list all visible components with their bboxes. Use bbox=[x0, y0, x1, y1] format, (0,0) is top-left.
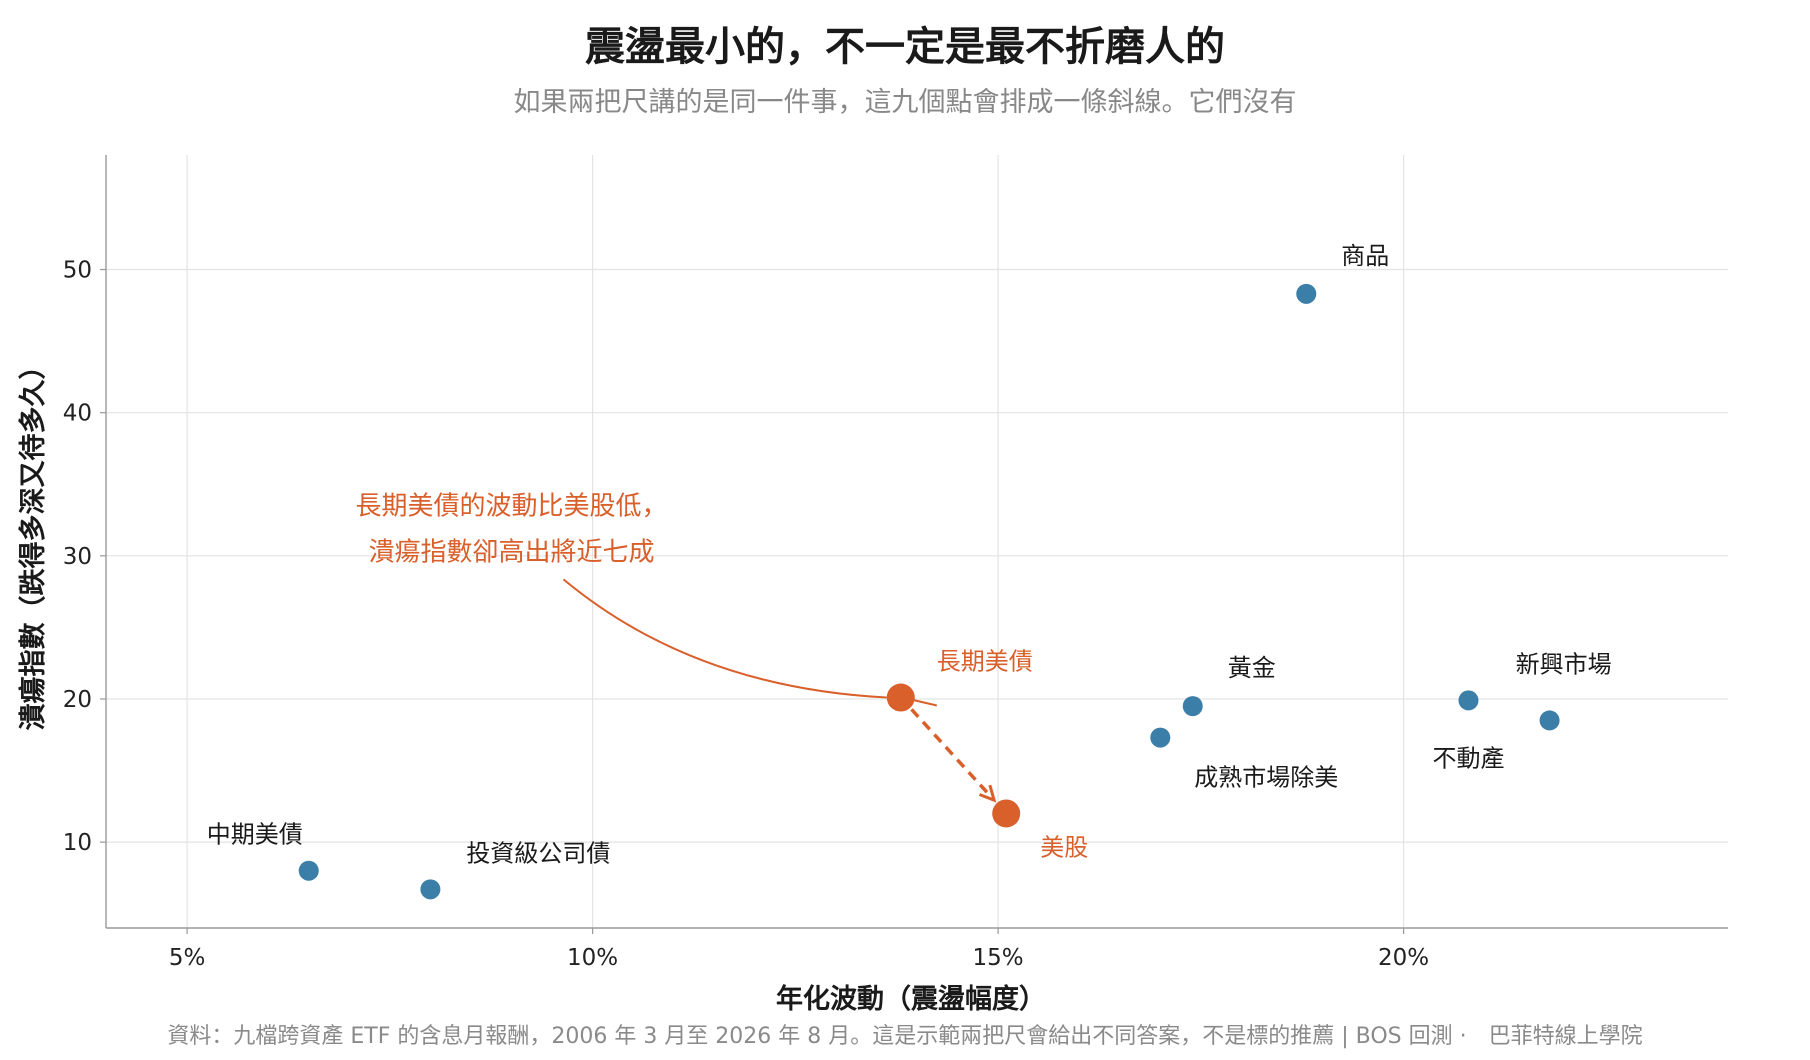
x-tick-label: 20% bbox=[1378, 945, 1429, 971]
annotation-layer: 長期美債的波動比美股低， 潰瘍指數卻高出將近七成 bbox=[355, 491, 997, 803]
arrow-head bbox=[978, 784, 997, 803]
point-label: 成熟市場除美 bbox=[1194, 764, 1338, 792]
point-layer bbox=[298, 283, 1560, 900]
point-label: 美股 bbox=[1040, 833, 1088, 861]
data-point bbox=[1539, 710, 1560, 731]
annotation-leader bbox=[562, 578, 887, 699]
x-tick-label: 5% bbox=[169, 945, 206, 971]
dashed-arrow-line bbox=[910, 708, 996, 802]
annotation-text: 長期美債的波動比美股低， bbox=[355, 491, 667, 521]
y-tick-label: 50 bbox=[63, 258, 92, 284]
point-label: 黃金 bbox=[1228, 654, 1276, 682]
highlight-point bbox=[886, 683, 915, 712]
data-point bbox=[1182, 696, 1203, 717]
point-label: 中期美債 bbox=[207, 821, 303, 849]
chart-subtitle: 如果兩把尺講的是同一件事，這九個點會排成一條斜線。它們沒有 bbox=[513, 87, 1297, 118]
data-point bbox=[298, 860, 319, 881]
grid-layer bbox=[106, 155, 1728, 928]
data-point bbox=[420, 879, 441, 900]
x-tick-label: 10% bbox=[567, 945, 618, 971]
point-label: 投資級公司債 bbox=[466, 839, 610, 867]
x-tick-label: 15% bbox=[973, 945, 1024, 971]
y-tick-label: 30 bbox=[63, 544, 92, 570]
y-tick-label: 20 bbox=[63, 687, 92, 713]
x-axis-label: 年化波動（震盪幅度） bbox=[776, 983, 1046, 1015]
data-point bbox=[1296, 283, 1317, 304]
point-label: 新興市場 bbox=[1516, 650, 1612, 678]
data-point bbox=[1458, 690, 1479, 711]
source-note: 資料：九檔跨資產 ETF 的含息月報酬，2006 年 3 月至 2026 年 8… bbox=[167, 1024, 1643, 1049]
point-label: 不動產 bbox=[1432, 744, 1504, 772]
y-tick-label: 10 bbox=[63, 830, 92, 856]
y-tick-label: 40 bbox=[63, 401, 92, 427]
annotation-text: 潰瘍指數卻高出將近七成 bbox=[368, 537, 654, 567]
axis-layer: 5% 10% 15% 20% 10 20 30 40 50 年化波動（震盪幅度） 潰瘍指數（跌得多深… bbox=[17, 155, 1728, 1015]
point-label: 長期美債 bbox=[937, 648, 1033, 676]
data-point bbox=[1150, 727, 1171, 748]
highlight-point bbox=[992, 799, 1021, 828]
point-label: 商品 bbox=[1341, 242, 1389, 270]
y-axis-label: 潰瘍指數（跌得多深又待多久） bbox=[17, 353, 49, 731]
chart-title: 震盪最小的，不一定是最不折磨人的 bbox=[585, 24, 1225, 70]
